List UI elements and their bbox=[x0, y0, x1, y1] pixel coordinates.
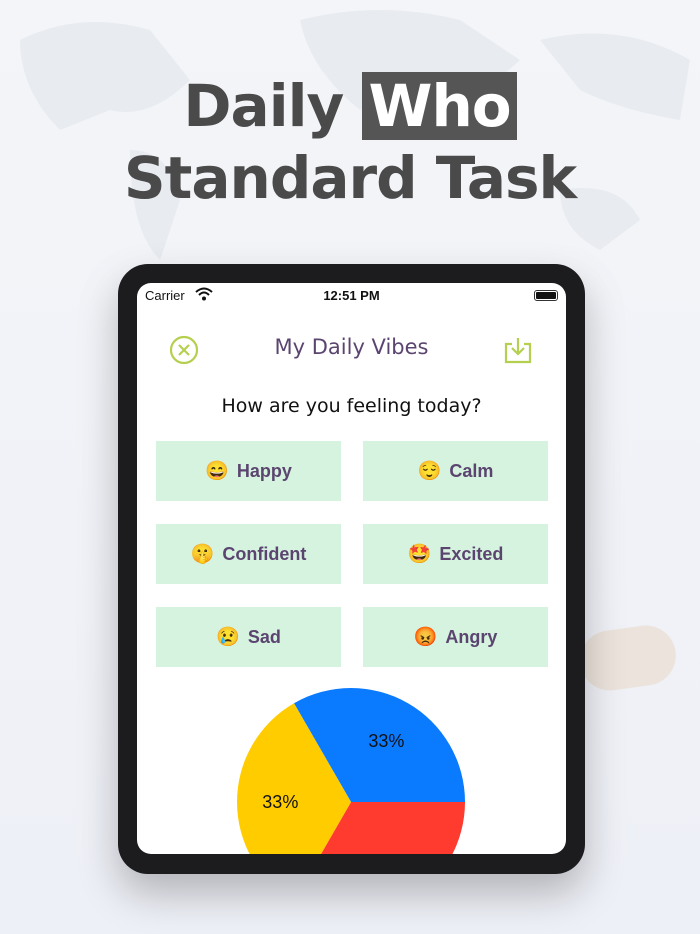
question-heading: How are you feeling today? bbox=[221, 395, 482, 417]
pie-slice-label: 33% bbox=[368, 731, 404, 751]
mood-label: Angry bbox=[445, 626, 498, 647]
headline-line-1: Daily Who bbox=[0, 72, 700, 140]
clock: 12:51 PM bbox=[323, 288, 380, 303]
download-tray-icon[interactable] bbox=[503, 335, 533, 365]
mood-emoji-icon: 😄 bbox=[205, 461, 229, 482]
mood-button-angry[interactable]: 😡 Angry bbox=[363, 607, 548, 667]
wifi-icon bbox=[195, 287, 213, 301]
app-screen: Carrier 12:51 PM My Daily Vibes How are … bbox=[137, 283, 566, 854]
decorative-shape bbox=[576, 621, 680, 695]
headline-word: Daily bbox=[183, 72, 344, 140]
mood-button-sad[interactable]: 😢 Sad bbox=[156, 607, 341, 667]
mood-button-calm[interactable]: 😌 Calm bbox=[363, 441, 548, 501]
mood-button-confident[interactable]: 🤫 Confident bbox=[156, 524, 341, 584]
pie-slice bbox=[320, 802, 465, 854]
mood-emoji-icon: 😡 bbox=[413, 627, 438, 648]
page-title: My Daily Vibes bbox=[274, 335, 429, 359]
mood-label: Happy bbox=[236, 460, 292, 481]
mood-pie-chart: 33% 33% bbox=[237, 688, 465, 854]
mood-emoji-icon: 🤩 bbox=[407, 544, 432, 565]
mood-emoji-icon: 😢 bbox=[216, 627, 240, 648]
headline-highlight: Who bbox=[362, 72, 517, 140]
mood-label: Excited bbox=[439, 543, 504, 564]
mood-emoji-icon: 😌 bbox=[417, 461, 442, 482]
mood-label: Confident bbox=[222, 543, 307, 564]
carrier-label: Carrier bbox=[145, 288, 185, 303]
headline-line-2: Standard Task bbox=[123, 144, 577, 212]
status-bar: Carrier 12:51 PM bbox=[137, 287, 566, 307]
pie-slice-label: 33% bbox=[262, 792, 298, 812]
close-circle-icon[interactable] bbox=[169, 335, 199, 365]
mood-button-happy[interactable]: 😄 Happy bbox=[156, 441, 341, 501]
battery-icon bbox=[534, 290, 558, 301]
mood-button-excited[interactable]: 🤩 Excited bbox=[363, 524, 548, 584]
pie-slice bbox=[294, 688, 465, 802]
mood-label: Sad bbox=[247, 626, 281, 647]
mood-label: Calm bbox=[449, 460, 494, 481]
pie-slice bbox=[237, 703, 351, 854]
mood-emoji-icon: 🤫 bbox=[190, 544, 215, 565]
